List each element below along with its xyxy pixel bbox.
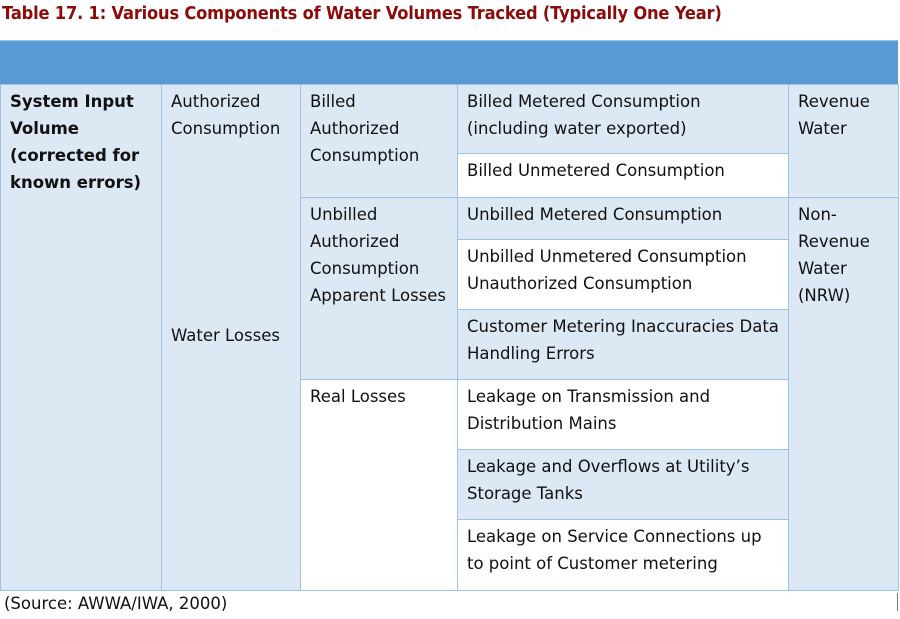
system-input-volume-label: System Input Volume (corrected for known… bbox=[10, 92, 142, 192]
component-label: Billed Unmetered Consumption bbox=[467, 161, 725, 180]
non-revenue-water-label: Non-Revenue Water (NRW) bbox=[798, 205, 870, 305]
real-losses-label: Real Losses bbox=[310, 387, 406, 406]
component-cell: Leakage on Service Connections up to poi… bbox=[457, 519, 789, 591]
component-label: Unbilled Unmetered Consumption Unauthori… bbox=[467, 247, 747, 293]
real-losses-cell: Real Losses bbox=[300, 379, 458, 591]
revenue-water-label: Revenue Water bbox=[798, 92, 870, 138]
component-label: Leakage on Service Connections up to poi… bbox=[467, 527, 762, 573]
edge-mark bbox=[897, 593, 898, 611]
component-label: Leakage on Transmission and Distribution… bbox=[467, 387, 711, 433]
component-cell: Leakage and Overflows at Utility’s Stora… bbox=[457, 449, 789, 520]
unbilled-apparent-losses-label: Unbilled Authorized Consumption Apparent… bbox=[310, 205, 447, 305]
component-label: Leakage and Overflows at Utility’s Stora… bbox=[467, 457, 750, 503]
component-cell: Billed Unmetered Consumption bbox=[457, 153, 789, 198]
billed-authorized-consumption-label: Billed Authorized Consumption bbox=[310, 92, 420, 165]
revenue-water-cell: Revenue Water bbox=[788, 84, 899, 198]
billed-authorized-consumption-cell: Billed Authorized Consumption bbox=[300, 84, 458, 198]
component-cell: Billed Metered Consumption (including wa… bbox=[457, 84, 789, 154]
component-cell: Unbilled Metered Consumption bbox=[457, 197, 789, 240]
system-input-volume-cell: System Input Volume (corrected for known… bbox=[0, 84, 162, 591]
non-revenue-water-cell: Non-Revenue Water (NRW) bbox=[788, 197, 899, 591]
unbilled-apparent-losses-cell: Unbilled Authorized Consumption Apparent… bbox=[300, 197, 458, 380]
component-cell: Leakage on Transmission and Distribution… bbox=[457, 379, 789, 450]
component-label: Billed Metered Consumption (including wa… bbox=[467, 92, 701, 138]
source-note: (Source: AWWA/IWA, 2000) bbox=[4, 594, 228, 613]
component-label: Unbilled Metered Consumption bbox=[467, 205, 723, 224]
table-header-band bbox=[0, 40, 898, 85]
component-cell: Customer Metering Inaccuracies Data Hand… bbox=[457, 309, 789, 380]
authorized-water-losses-cell: Authorized Consumption Water Losses bbox=[161, 84, 301, 591]
water-losses-label: Water Losses bbox=[171, 326, 280, 345]
component-cell: Unbilled Unmetered Consumption Unauthori… bbox=[457, 239, 789, 310]
authorized-consumption-label: Authorized Consumption bbox=[171, 92, 281, 138]
component-label: Customer Metering Inaccuracies Data Hand… bbox=[467, 317, 779, 363]
table-title: Table 17. 1: Various Components of Water… bbox=[2, 4, 722, 24]
